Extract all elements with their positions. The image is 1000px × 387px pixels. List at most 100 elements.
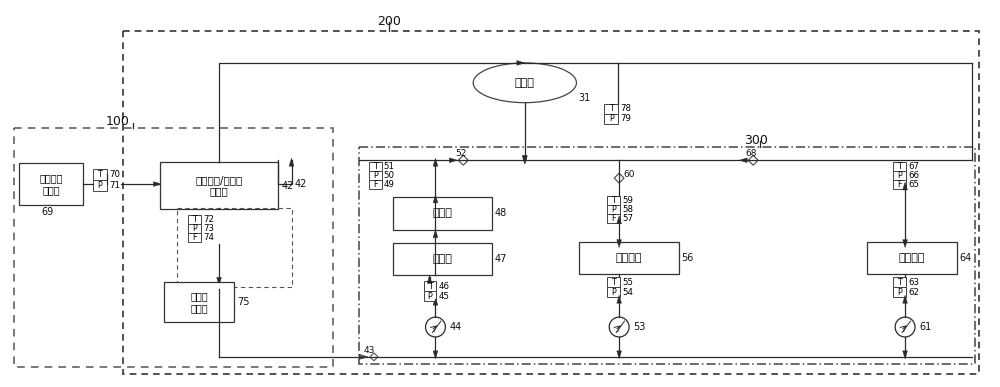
Polygon shape xyxy=(433,297,438,305)
Text: 60: 60 xyxy=(623,170,635,179)
Text: 58: 58 xyxy=(622,205,633,214)
Text: 47: 47 xyxy=(495,254,507,264)
Text: 100: 100 xyxy=(106,115,130,128)
Text: T: T xyxy=(373,162,378,171)
Bar xyxy=(160,162,278,209)
Text: P: P xyxy=(373,171,378,180)
Text: P: P xyxy=(611,288,616,297)
Bar xyxy=(604,104,618,113)
Bar xyxy=(188,215,201,224)
Text: 74: 74 xyxy=(203,233,214,242)
Bar xyxy=(393,197,492,230)
Text: 69: 69 xyxy=(41,207,53,217)
Bar xyxy=(893,277,906,287)
Text: 66: 66 xyxy=(908,171,919,180)
Bar xyxy=(177,208,292,287)
Text: 51: 51 xyxy=(384,162,395,171)
Text: 79: 79 xyxy=(620,114,631,123)
Text: 68: 68 xyxy=(745,149,757,158)
Text: 55: 55 xyxy=(622,278,633,287)
Text: 推进电机: 推进电机 xyxy=(899,253,925,263)
Polygon shape xyxy=(360,354,368,359)
Bar xyxy=(607,205,620,214)
Text: T: T xyxy=(609,104,614,113)
Polygon shape xyxy=(617,216,622,224)
Text: 62: 62 xyxy=(908,288,919,297)
Text: 54: 54 xyxy=(622,288,633,297)
Text: 48: 48 xyxy=(495,208,507,218)
Bar xyxy=(188,233,201,241)
Text: 冲压空气/丙二醇
换热器: 冲压空气/丙二醇 换热器 xyxy=(195,175,243,196)
Bar xyxy=(604,113,618,123)
Polygon shape xyxy=(617,240,622,248)
Polygon shape xyxy=(289,158,294,166)
Bar xyxy=(424,291,436,301)
Text: 59: 59 xyxy=(622,196,633,205)
Bar xyxy=(893,180,906,189)
Polygon shape xyxy=(903,295,907,303)
Text: 78: 78 xyxy=(620,104,631,113)
Text: F: F xyxy=(611,214,616,223)
Polygon shape xyxy=(370,353,378,361)
Text: 64: 64 xyxy=(960,253,972,263)
Text: 冲压空
气出口: 冲压空 气出口 xyxy=(190,291,208,313)
Polygon shape xyxy=(449,158,457,163)
Bar xyxy=(607,196,620,205)
Polygon shape xyxy=(433,351,438,359)
Text: 42: 42 xyxy=(294,179,307,189)
Text: 43: 43 xyxy=(363,346,375,355)
Text: T: T xyxy=(428,282,432,291)
Polygon shape xyxy=(433,195,438,203)
Text: 63: 63 xyxy=(908,278,919,287)
Text: T: T xyxy=(192,215,197,224)
Text: 45: 45 xyxy=(438,292,449,301)
Text: 72: 72 xyxy=(203,215,214,224)
Text: 46: 46 xyxy=(438,282,449,291)
Bar xyxy=(893,162,906,171)
Bar xyxy=(579,241,679,274)
Bar xyxy=(424,281,436,291)
Text: 冲压空气
气进口: 冲压空气 气进口 xyxy=(39,173,63,195)
Bar xyxy=(893,171,906,180)
Polygon shape xyxy=(458,155,468,165)
Text: T: T xyxy=(897,162,902,171)
Polygon shape xyxy=(748,155,758,165)
Bar xyxy=(123,31,979,374)
Text: 储液箱: 储液箱 xyxy=(515,78,535,88)
Polygon shape xyxy=(427,276,432,283)
Polygon shape xyxy=(739,158,747,163)
Text: 73: 73 xyxy=(203,224,214,233)
Bar xyxy=(93,180,107,191)
Polygon shape xyxy=(522,156,527,164)
Text: P: P xyxy=(428,292,432,301)
Text: 70: 70 xyxy=(109,170,120,179)
Text: 42: 42 xyxy=(282,181,294,190)
Text: 56: 56 xyxy=(682,253,694,263)
Bar xyxy=(93,169,107,180)
Text: 61: 61 xyxy=(919,322,931,332)
Text: 65: 65 xyxy=(908,180,919,189)
Text: P: P xyxy=(98,181,102,190)
Text: P: P xyxy=(192,224,197,233)
Text: 44: 44 xyxy=(449,322,462,332)
Bar xyxy=(14,128,333,367)
Text: T: T xyxy=(897,278,902,287)
Bar xyxy=(607,287,620,297)
Polygon shape xyxy=(522,155,527,163)
Polygon shape xyxy=(433,230,438,238)
Text: F: F xyxy=(897,180,902,189)
Text: 300: 300 xyxy=(744,134,768,147)
Polygon shape xyxy=(217,277,221,285)
Polygon shape xyxy=(359,354,367,359)
Bar xyxy=(393,243,492,276)
Text: 57: 57 xyxy=(622,214,633,223)
Text: 燃料电池: 燃料电池 xyxy=(616,253,642,263)
Bar xyxy=(19,163,83,205)
Polygon shape xyxy=(903,351,907,359)
Text: 49: 49 xyxy=(384,180,395,189)
Polygon shape xyxy=(617,351,622,359)
Bar xyxy=(359,147,975,364)
Text: T: T xyxy=(611,278,616,287)
Bar xyxy=(867,241,957,274)
Text: P: P xyxy=(609,114,614,123)
